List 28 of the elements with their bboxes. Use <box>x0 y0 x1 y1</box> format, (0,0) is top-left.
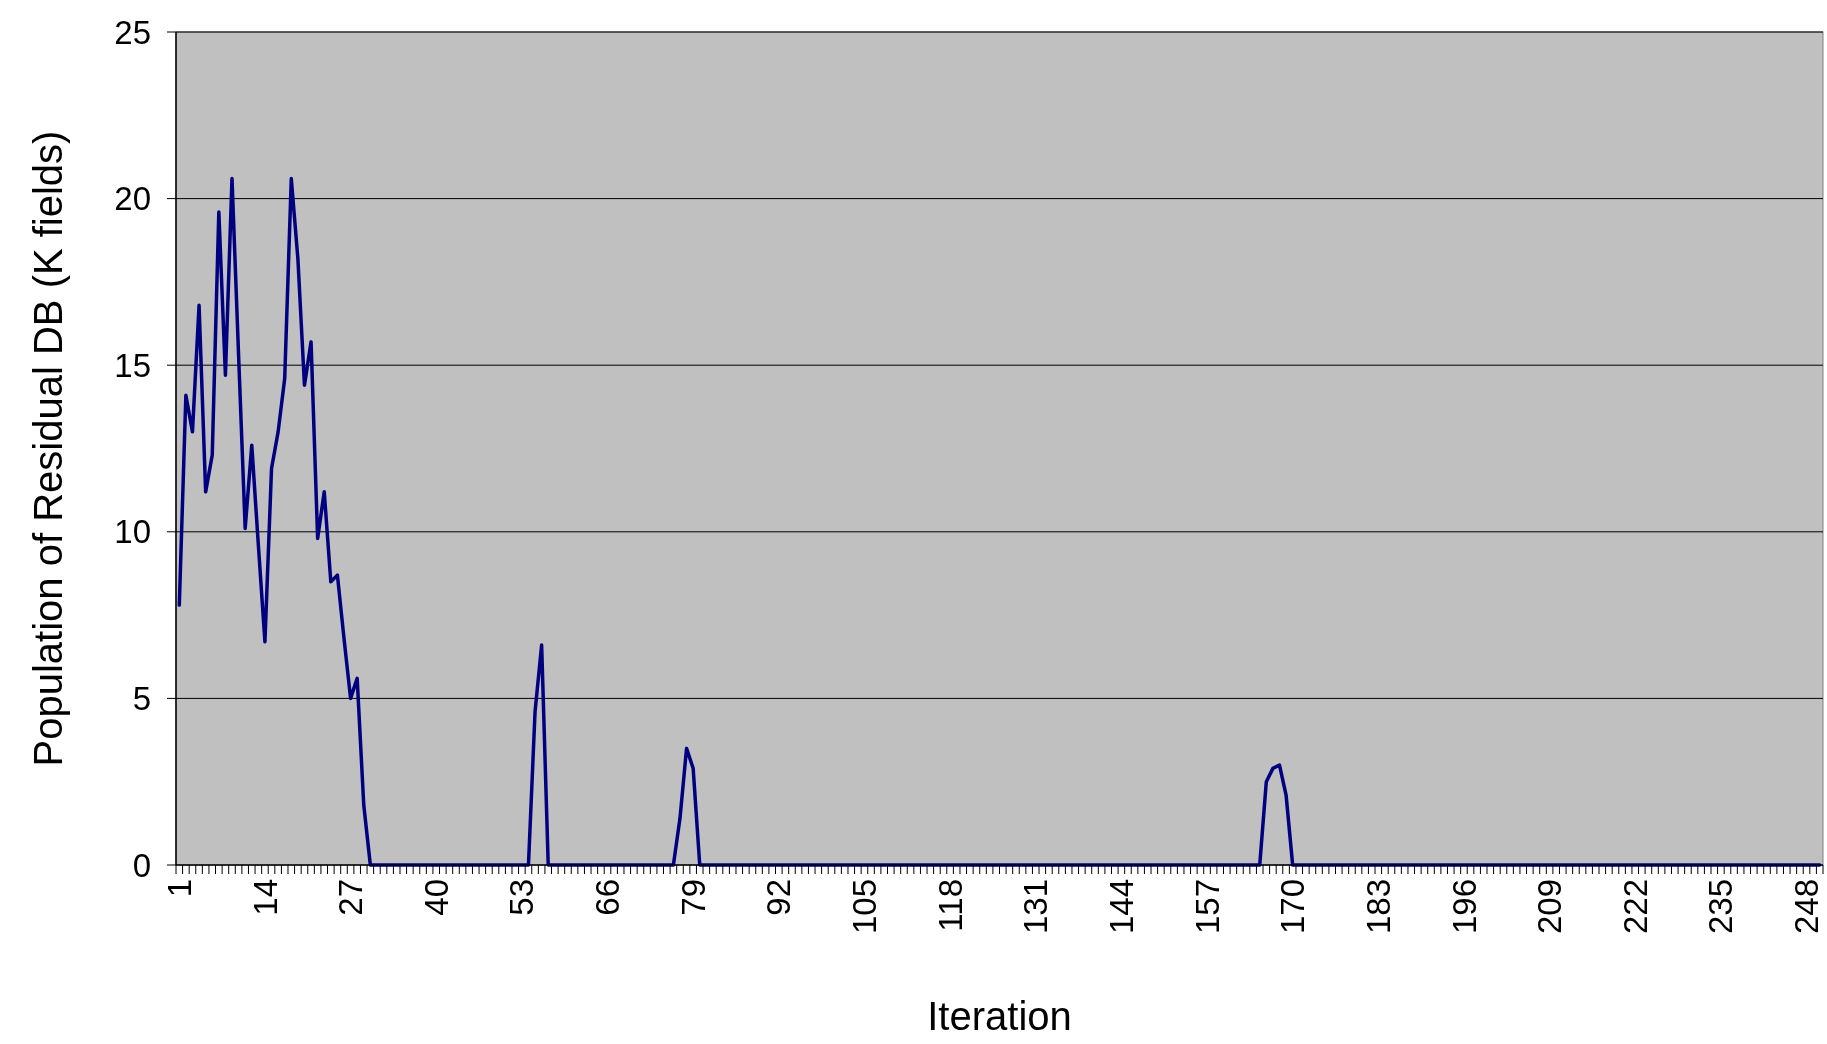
y-tick-label: 5 <box>132 679 151 717</box>
x-tick-label: 105 <box>846 879 883 935</box>
y-axis-title: Population of Residual DB (K fields) <box>26 130 70 767</box>
x-tick-label: 157 <box>1188 879 1226 935</box>
x-tick-label: 209 <box>1531 879 1569 935</box>
x-tick-label: 92 <box>760 879 798 916</box>
x-tick-label: 1 <box>160 879 198 898</box>
x-tick-label: 222 <box>1616 879 1654 935</box>
x-tick-label: 131 <box>1017 879 1055 935</box>
y-tick-label: 15 <box>114 346 151 384</box>
x-tick-label: 66 <box>589 879 627 916</box>
y-tick-label: 10 <box>114 513 151 551</box>
y-tick-label: 20 <box>114 180 151 218</box>
x-tick-label: 79 <box>674 879 712 916</box>
x-tick-label: 196 <box>1445 879 1483 935</box>
x-tick-label: 183 <box>1359 879 1397 935</box>
x-tick-label: 248 <box>1788 879 1826 935</box>
x-tick-label: 144 <box>1102 879 1140 935</box>
x-tick-label: 235 <box>1702 879 1740 935</box>
y-tick-label: 25 <box>114 13 151 51</box>
x-tick-label: 14 <box>246 879 284 916</box>
x-tick-label: 118 <box>931 879 969 932</box>
x-tick-label: 40 <box>417 879 455 916</box>
x-tick-label: 53 <box>503 879 541 916</box>
x-axis-title: Iteration <box>927 994 1072 1038</box>
x-tick-label: 27 <box>332 879 370 916</box>
y-tick-label: 0 <box>132 846 151 884</box>
x-tick-label: 170 <box>1274 879 1312 935</box>
